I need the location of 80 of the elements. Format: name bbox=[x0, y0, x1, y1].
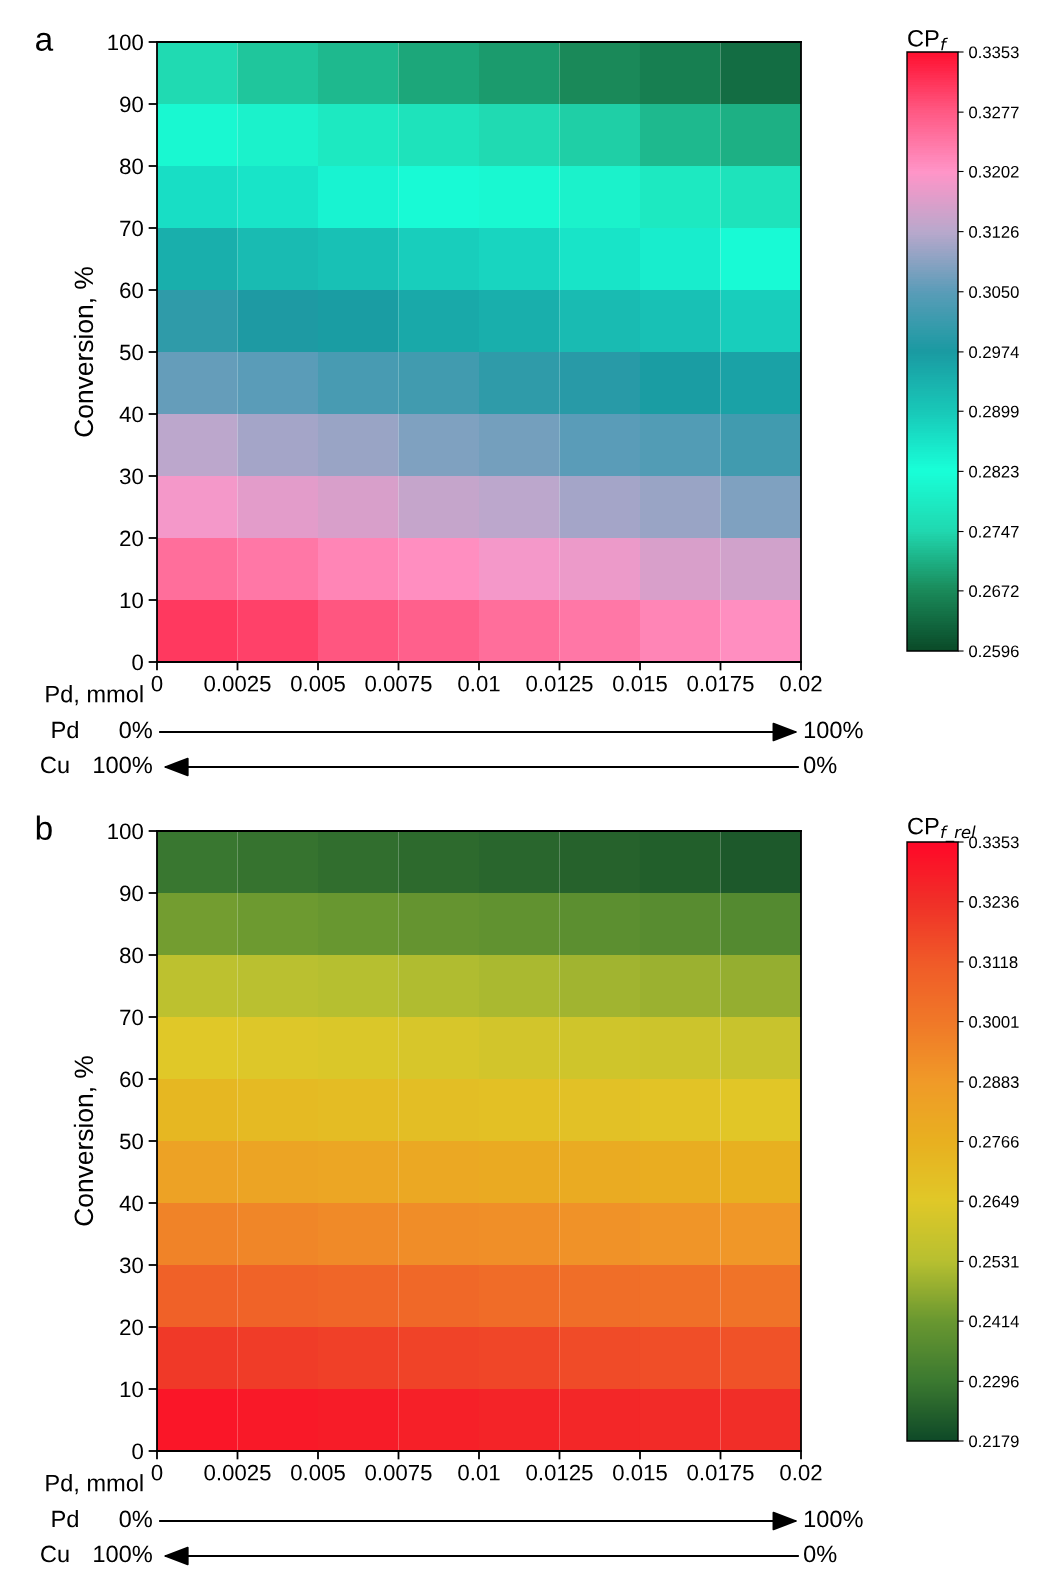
y-tick-label: 10 bbox=[120, 592, 143, 609]
color-bar-label: 0.2747 bbox=[969, 525, 1019, 538]
text: 0% bbox=[119, 1510, 152, 1528]
color-bar-label: 0.2596 bbox=[969, 645, 1019, 658]
x-tick-label: 0.015 bbox=[613, 675, 667, 692]
text: Cu bbox=[41, 1545, 69, 1563]
y-tick-label: 10 bbox=[120, 1381, 143, 1398]
y-tick-label: 0 bbox=[132, 1443, 143, 1460]
x-tick-label: 0 bbox=[151, 675, 163, 692]
y-tick-label: 90 bbox=[120, 96, 143, 113]
color-bar-label: 0.2649 bbox=[969, 1195, 1019, 1208]
color-bar-label: 0.3202 bbox=[969, 165, 1019, 178]
color-bar-label: 0.2883 bbox=[969, 1076, 1019, 1089]
color-bar-label: 0.2766 bbox=[969, 1135, 1019, 1148]
text: Pd bbox=[52, 1509, 78, 1528]
x-tick-label: 0.0175 bbox=[687, 675, 754, 692]
x-tick-label: 0.02 bbox=[780, 1464, 822, 1481]
color-bar-label: 0.3126 bbox=[969, 226, 1019, 238]
color-bar-label: 0.3353 bbox=[969, 46, 1019, 59]
text: Cu bbox=[41, 756, 69, 774]
x-tick-label: 0.015 bbox=[613, 1464, 667, 1481]
text: 0% bbox=[804, 756, 837, 774]
color-bar-label: 0.2823 bbox=[969, 465, 1019, 478]
text: 0% bbox=[119, 721, 152, 739]
y-tick-label: 70 bbox=[120, 220, 143, 237]
y-tick-label: 40 bbox=[119, 406, 143, 423]
x-tick-label: 0 bbox=[151, 1464, 163, 1481]
x-tick-label: 0.005 bbox=[291, 1464, 345, 1481]
color-bar-label: 0.3118 bbox=[969, 956, 1018, 969]
y-tick-label: 20 bbox=[120, 1319, 143, 1336]
chart-title: a bbox=[36, 32, 54, 51]
color-bar-label: 0.2974 bbox=[969, 346, 1019, 359]
x-tick-label: 0.0025 bbox=[204, 675, 271, 692]
x-tick-label: 0.01 bbox=[458, 1464, 500, 1481]
x-axis-title: Pd, mmol bbox=[46, 685, 143, 706]
color-bar-label: 0.3236 bbox=[969, 896, 1019, 908]
y-tick-label: 50 bbox=[119, 344, 143, 361]
color-bar-label: 0.2899 bbox=[969, 405, 1019, 418]
y-tick-label: 70 bbox=[120, 1009, 143, 1026]
text: Pd bbox=[52, 720, 78, 739]
color-bar-label: 0.3050 bbox=[969, 286, 1019, 298]
y-tick-label: 30 bbox=[119, 468, 143, 485]
y-tick-label: 20 bbox=[120, 530, 143, 547]
x-tick-label: 0.0075 bbox=[365, 1464, 432, 1481]
y-tick-label: 0 bbox=[132, 654, 143, 671]
y-axis-title: Conversion, % bbox=[73, 267, 97, 437]
color-bar-label: 0.2672 bbox=[969, 585, 1019, 598]
text: 100% bbox=[804, 721, 863, 739]
y-tick-label: 80 bbox=[120, 158, 143, 175]
color-bar-label: 0.3001 bbox=[969, 1016, 1019, 1028]
x-tick-label: 0.0175 bbox=[687, 1464, 754, 1481]
x-tick-label: 0.0075 bbox=[365, 675, 432, 692]
text: 100% bbox=[94, 756, 152, 774]
y-tick-label: 80 bbox=[120, 947, 143, 964]
y-tick-label: 60 bbox=[120, 1071, 143, 1088]
color-bar-label: 0.2179 bbox=[969, 1435, 1019, 1448]
color-bar-label: 0.2531 bbox=[969, 1255, 1019, 1268]
y-tick-label: 30 bbox=[119, 1257, 143, 1274]
x-tick-label: 0.01 bbox=[458, 675, 500, 692]
x-axis-title: Pd, mmol bbox=[46, 1474, 143, 1495]
color-bar-label: 0.2414 bbox=[969, 1315, 1019, 1328]
color-bar-title: CP$_{f}$ bbox=[908, 29, 948, 51]
text: 100% bbox=[94, 1545, 152, 1563]
x-tick-label: 0.005 bbox=[291, 675, 345, 692]
text: 100% bbox=[804, 1510, 863, 1528]
x-tick-label: 0.0125 bbox=[526, 675, 593, 692]
y-tick-label: 100 bbox=[108, 823, 143, 840]
y-axis-title: Conversion, % bbox=[73, 1056, 97, 1226]
y-tick-label: 90 bbox=[120, 885, 143, 902]
y-tick-label: 40 bbox=[119, 1195, 143, 1212]
x-tick-label: 0.0025 bbox=[204, 1464, 271, 1481]
y-tick-label: 60 bbox=[120, 282, 143, 299]
x-tick-label: 0.02 bbox=[780, 675, 822, 692]
color-bar-label: 0.3277 bbox=[969, 106, 1019, 119]
y-tick-label: 100 bbox=[108, 34, 143, 51]
text: 0% bbox=[804, 1545, 837, 1563]
chart-title: b bbox=[36, 815, 52, 840]
y-tick-label: 50 bbox=[119, 1133, 143, 1150]
color-bar-label: 0.2296 bbox=[969, 1375, 1019, 1388]
x-tick-label: 0.0125 bbox=[526, 1464, 593, 1481]
